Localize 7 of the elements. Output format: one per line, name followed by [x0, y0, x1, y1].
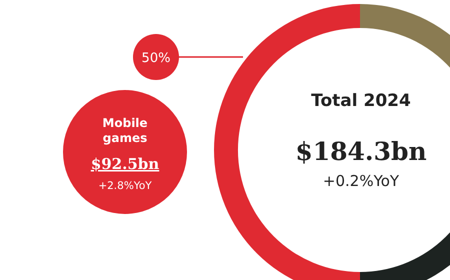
data-label: 50%: [142, 51, 170, 66]
text: $184.3bn: [295, 137, 427, 166]
text: +0.2%YoY: [322, 172, 400, 190]
text: +2.8%YoY: [98, 180, 152, 192]
text: Total 2024: [311, 91, 412, 111]
text: $92.5bn: [90, 155, 160, 173]
slice-label: Mobile games: [102, 116, 148, 145]
